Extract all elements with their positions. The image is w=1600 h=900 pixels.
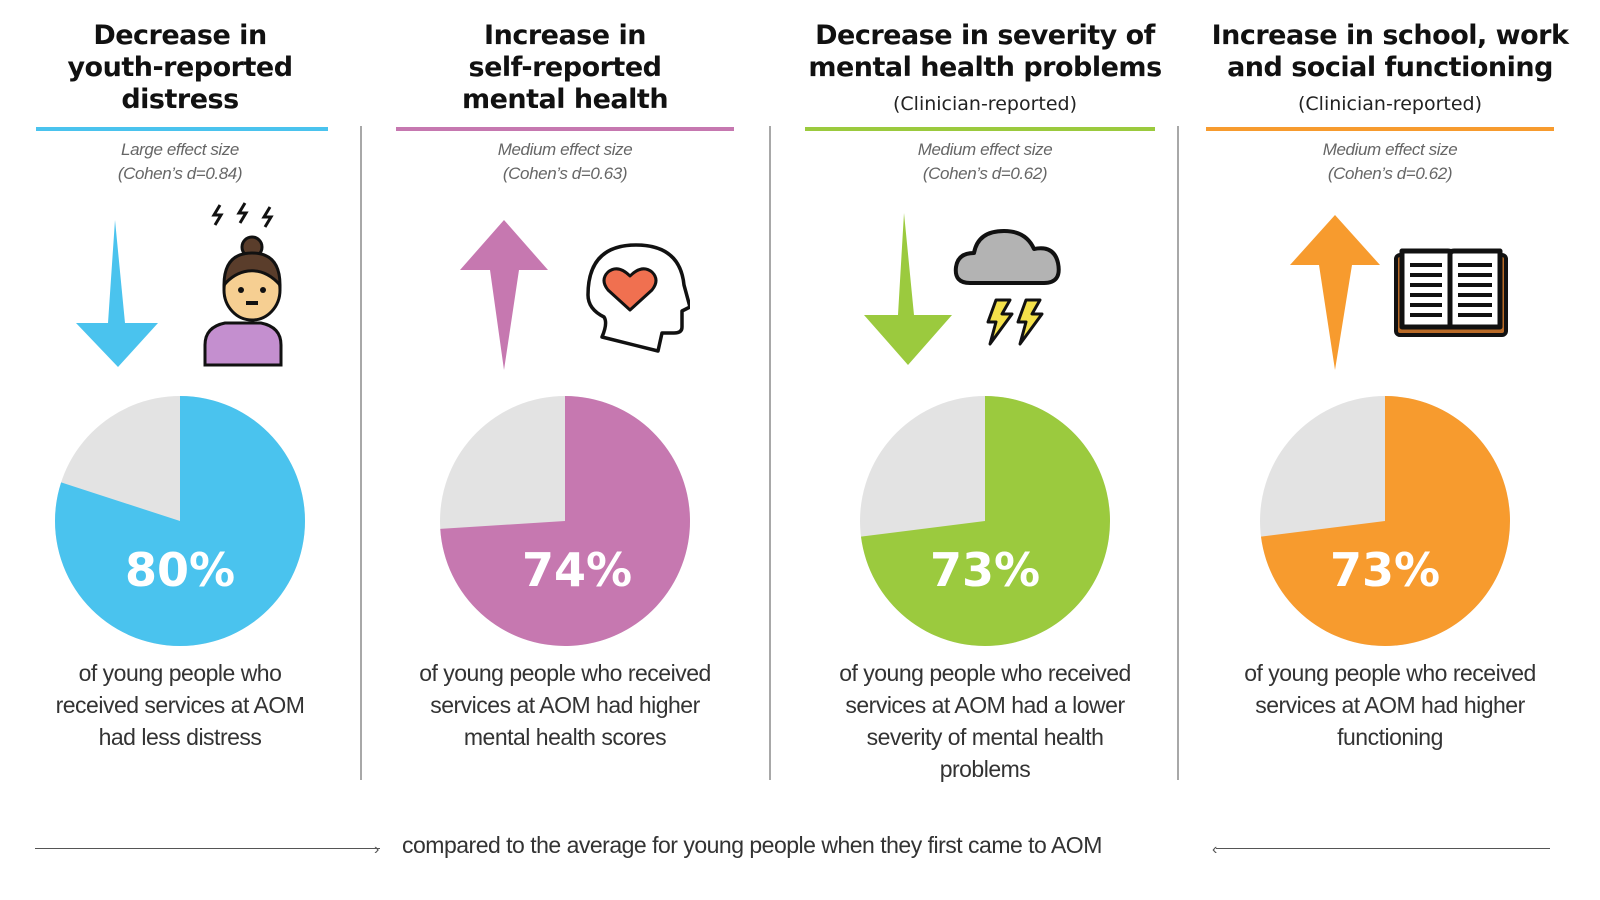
icons-row bbox=[1290, 215, 1508, 370]
description: of young people who received services at… bbox=[30, 657, 330, 753]
effect-size: Medium effect size (Cohen’s d=0.62) bbox=[795, 138, 1175, 186]
column-title: Increase in self-reported mental health bbox=[390, 20, 740, 116]
desc-line: services at AOM had higher bbox=[430, 692, 700, 718]
pie-chart-mental-health: 74% bbox=[440, 396, 691, 646]
title-line: Decrease in severity of bbox=[815, 20, 1155, 51]
desc-line: functioning bbox=[1337, 724, 1443, 750]
icons-row bbox=[76, 202, 283, 367]
title-line: Decrease in bbox=[93, 20, 267, 51]
accent-rule bbox=[805, 127, 1155, 131]
title-line: mental health bbox=[461, 84, 669, 115]
desc-line: had less distress bbox=[98, 724, 262, 750]
accent-rule bbox=[396, 127, 734, 131]
pie-slice-value bbox=[55, 396, 306, 646]
desc-line: received services at AOM bbox=[55, 692, 305, 718]
pie-percent-label: 73% bbox=[1330, 543, 1440, 597]
title-line: distress bbox=[121, 84, 239, 115]
description: of young people who received services at… bbox=[1200, 657, 1580, 753]
cohens-d-value: (Cohen’s d=0.84) bbox=[117, 164, 243, 183]
pie-slice-value bbox=[1260, 396, 1511, 646]
head-heart-icon bbox=[586, 243, 690, 353]
pie-percent-label: 74% bbox=[522, 543, 632, 597]
pie-slice-value bbox=[860, 396, 1111, 646]
description: of young people who received services at… bbox=[795, 657, 1175, 785]
storm-cloud-icon bbox=[953, 229, 1061, 346]
column-subtitle: (Clinician-reported) bbox=[892, 93, 1078, 115]
desc-line: services at AOM had a lower bbox=[845, 692, 1125, 718]
title-line: youth-reported bbox=[67, 52, 293, 83]
desc-line: of young people who received bbox=[839, 660, 1131, 686]
title-line: Increase in school, work bbox=[1211, 20, 1569, 51]
accent-rule bbox=[36, 127, 328, 131]
title-line: and social functioning bbox=[1227, 52, 1553, 83]
column-title: Decrease in severity of mental health pr… bbox=[795, 20, 1175, 84]
effect-size: Large effect size (Cohen’s d=0.84) bbox=[30, 138, 330, 186]
cohens-d-value: (Cohen’s d=0.62) bbox=[922, 164, 1048, 183]
effect-size-label: Medium effect size bbox=[497, 140, 633, 159]
column-functioning: Increase in school, work and social func… bbox=[1200, 0, 1580, 800]
column-distress: Decrease in youth-reported distress Larg… bbox=[30, 0, 330, 800]
column-divider bbox=[1177, 126, 1179, 780]
effect-size: Medium effect size (Cohen’s d=0.62) bbox=[1200, 138, 1580, 186]
footer-caption: compared to the average for young people… bbox=[402, 832, 1102, 858]
icons-row bbox=[460, 220, 690, 370]
column-divider bbox=[769, 126, 771, 780]
desc-line: problems bbox=[939, 756, 1031, 782]
cohens-d-value: (Cohen’s d=0.63) bbox=[502, 164, 628, 183]
desc-line: of young people who bbox=[78, 660, 282, 686]
column-subtitle: (Clinician-reported) bbox=[1297, 93, 1483, 115]
cohens-d-value: (Cohen’s d=0.62) bbox=[1327, 164, 1453, 183]
column-divider bbox=[360, 126, 362, 780]
effect-size-label: Large effect size bbox=[121, 140, 239, 159]
icons-row bbox=[864, 213, 1061, 365]
desc-line: services at AOM had higher bbox=[1255, 692, 1525, 718]
desc-line: mental health scores bbox=[463, 724, 667, 750]
pie-chart-distress: 80% bbox=[55, 396, 306, 646]
arrow-up-icon bbox=[460, 220, 548, 370]
column-severity: Decrease in severity of mental health pr… bbox=[795, 0, 1175, 800]
title-line: self-reported bbox=[468, 52, 662, 83]
title-line: Increase in bbox=[484, 20, 646, 51]
arrow-left-icon: ‹ bbox=[1212, 841, 1218, 858]
column-title: Decrease in youth-reported distress bbox=[30, 20, 330, 116]
desc-line: of young people who received bbox=[419, 660, 711, 686]
open-book-icon bbox=[1394, 248, 1508, 337]
column-mental-health: Increase in self-reported mental health … bbox=[390, 0, 740, 800]
arrow-right-icon: › bbox=[374, 841, 380, 858]
stressed-person-icon bbox=[203, 202, 283, 367]
arrow-down-icon bbox=[864, 213, 952, 365]
accent-rule bbox=[1206, 127, 1554, 131]
pie-chart-severity: 73% bbox=[860, 396, 1111, 646]
description: of young people who received services at… bbox=[390, 657, 740, 753]
pie-chart-functioning: 73% bbox=[1260, 396, 1511, 646]
pie-percent-label: 80% bbox=[125, 543, 235, 597]
footer-arrow-right-line bbox=[1216, 848, 1550, 849]
column-title: Increase in school, work and social func… bbox=[1200, 20, 1580, 84]
desc-line: severity of mental health bbox=[866, 724, 1104, 750]
arrow-up-icon bbox=[1290, 215, 1380, 370]
desc-line: of young people who received bbox=[1244, 660, 1536, 686]
pie-percent-label: 73% bbox=[930, 543, 1040, 597]
effect-size-label: Medium effect size bbox=[917, 140, 1053, 159]
footer-arrow-left-line bbox=[35, 848, 380, 849]
pie-slice-value bbox=[440, 396, 691, 646]
arrow-down-icon bbox=[76, 220, 158, 367]
effect-size: Medium effect size (Cohen’s d=0.63) bbox=[390, 138, 740, 186]
title-line: mental health problems bbox=[808, 52, 1162, 83]
effect-size-label: Medium effect size bbox=[1322, 140, 1458, 159]
